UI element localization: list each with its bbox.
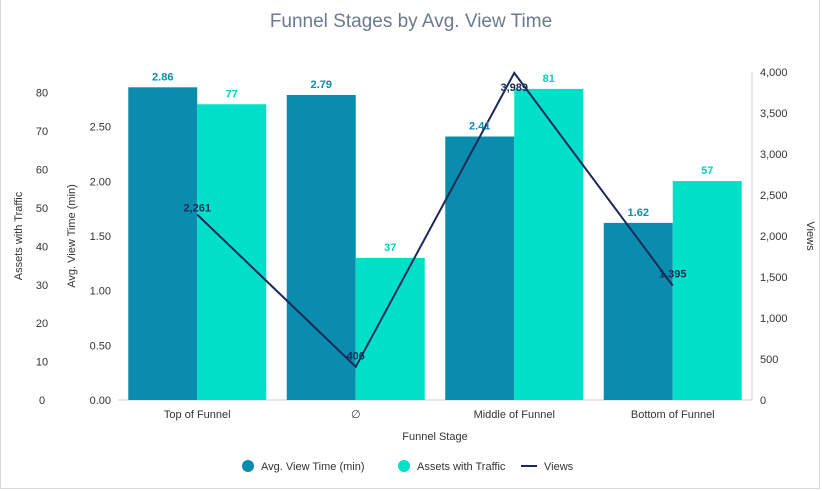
labels-layer: 2.86 77 2.79 37 2.41 81 1.62 57 2,261 406 3,989 1,3…: [152, 71, 713, 362]
data-label-assets-with-traffic: 77: [226, 88, 238, 100]
left-inner-tick-label: 2.50: [90, 122, 111, 134]
left-inner-tick-label: 1.50: [90, 231, 111, 243]
bar-avg-view-time: [603, 222, 673, 400]
left-outer-tick-label: 80: [36, 88, 48, 100]
bar-avg-view-time: [128, 87, 198, 400]
right-tick-label: 1,500: [760, 272, 788, 284]
legend-label: Avg. View Time (min): [261, 461, 365, 473]
right-tick-label: 500: [760, 354, 778, 366]
left-inner-tick-label: 2.00: [90, 176, 111, 188]
left-inner-tick-label: 1.00: [90, 286, 111, 298]
right-tick-label: 4,000: [760, 67, 788, 79]
left-inner-tick-label: 0.00: [90, 395, 111, 407]
data-label-assets-with-traffic: 81: [543, 73, 555, 85]
legend-marker: [242, 460, 254, 472]
x-tick-label: ∅: [351, 409, 361, 421]
bar-assets-with-traffic: [514, 88, 584, 401]
x-tick-label: Bottom of Funnel: [631, 409, 715, 421]
right-tick-label: 2,000: [760, 231, 788, 243]
left-outer-tick-label: 50: [36, 203, 48, 215]
legend-item-views: Views: [521, 461, 574, 473]
right-tick-label: 3,000: [760, 149, 788, 161]
data-label-avg-view-time: 1.62: [628, 207, 649, 219]
data-label-avg-view-time: 2.41: [469, 121, 490, 133]
bar-assets-with-traffic: [672, 181, 742, 400]
bar-avg-view-time: [445, 136, 515, 401]
bar-avg-view-time: [286, 94, 356, 401]
right-tick-label: 3,500: [760, 108, 788, 120]
data-label-views: 1,395: [659, 269, 687, 281]
chart-title: Funnel Stages by Avg. View Time: [270, 11, 552, 32]
line-views: [196, 71, 674, 369]
bar-assets-with-traffic: [197, 104, 267, 400]
data-label-assets-with-traffic: 37: [384, 242, 396, 254]
legend-label: Views: [544, 461, 574, 473]
data-label-avg-view-time: 2.79: [311, 79, 332, 91]
data-label-views: 3,989: [500, 82, 528, 94]
data-label-avg-view-time: 2.86: [152, 71, 173, 83]
left-inner-axis-title: Avg. View Time (min): [66, 184, 78, 288]
left-outer-tick-label: 40: [36, 241, 48, 253]
left-outer-tick-label: 60: [36, 165, 48, 177]
data-label-views: 2,261: [183, 203, 211, 215]
right-tick-label: 1,000: [760, 313, 788, 325]
x-tick-label: Top of Funnel: [164, 409, 231, 421]
axes-layer: 0 10 20 30 40 50 60 70 80 Assets with Traffic 0.00…: [13, 67, 816, 421]
left-outer-axis-title: Assets with Traffic: [13, 191, 25, 280]
data-label-views: 406: [347, 351, 365, 363]
left-outer-tick-label: 30: [36, 280, 48, 292]
legend-item-avg-view-time: Avg. View Time (min): [242, 460, 365, 473]
right-tick-label: 2,500: [760, 190, 788, 202]
left-outer-tick-label: 0: [39, 395, 45, 407]
legend-label: Assets with Traffic: [417, 461, 506, 473]
data-label-assets-with-traffic: 57: [701, 165, 713, 177]
legend-item-assets-with-traffic: Assets with Traffic: [398, 460, 506, 473]
legend-marker: [398, 460, 410, 472]
left-outer-tick-label: 20: [36, 318, 48, 330]
bars-layer: [128, 87, 742, 401]
line-layer: [196, 71, 674, 369]
x-tick-label: Middle of Funnel: [474, 409, 555, 421]
right-axis-title: Views: [804, 221, 816, 251]
x-axis-title: Funnel Stage: [402, 431, 467, 443]
bar-assets-with-traffic: [355, 257, 425, 400]
left-outer-tick-label: 10: [36, 357, 48, 369]
left-outer-tick-label: 70: [36, 126, 48, 138]
right-tick-label: 0: [760, 395, 766, 407]
legend: Avg. View Time (min) Assets with Traffic V…: [242, 460, 574, 473]
left-inner-tick-label: 0.50: [90, 340, 111, 352]
